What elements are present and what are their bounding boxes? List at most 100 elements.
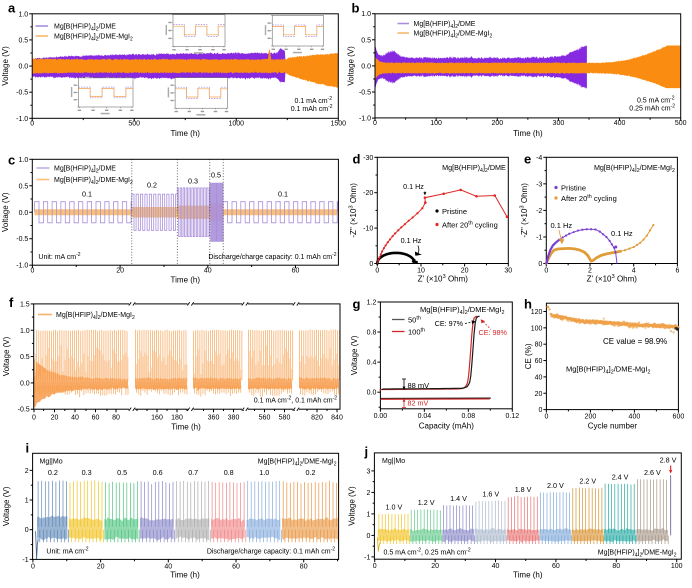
svg-text:Voltage (V): Voltage (V): [1, 192, 10, 232]
svg-text:0: 0: [366, 533, 370, 540]
svg-text:0.04: 0.04: [418, 413, 432, 420]
svg-text:0.1 Hz: 0.1 Hz: [611, 229, 633, 238]
svg-text:0.1 mAh cm-2​: 0.1 mAh cm-2​: [291, 104, 333, 113]
svg-text:60: 60: [232, 563, 240, 570]
svg-text:1.5: 1.5: [20, 301, 30, 308]
svg-text:0.3: 0.3: [188, 177, 198, 186]
svg-text:-20: -20: [363, 190, 373, 197]
svg-text:160: 160: [151, 415, 163, 422]
svg-text:0.8: 0.8: [224, 468, 234, 477]
svg-text:Mg[B(HFIP)4​]2​/DME: Mg[B(HFIP)4​]2​/DME: [414, 21, 476, 30]
svg-text:200: 200: [491, 120, 503, 127]
svg-text:-1: -1: [22, 557, 28, 564]
svg-text:-3: -3: [536, 181, 542, 188]
svg-text:560: 560: [259, 415, 271, 422]
svg-text:Time (h): Time (h): [513, 129, 543, 138]
svg-text:0.5: 0.5: [117, 468, 127, 477]
svg-text:0.2: 0.2: [147, 181, 157, 190]
svg-text:0.7: 0.7: [188, 468, 198, 477]
svg-text:Discharge/charge capacity: 0.1: Discharge/charge capacity: 0.1 mAh cm-2​: [207, 547, 335, 556]
svg-text:20: 20: [97, 563, 105, 570]
svg-text:0: 0: [30, 268, 34, 275]
svg-text:0.1 mA cm-2​, 0.1 mAh cm-2​: 0.1 mA cm-2​, 0.1 mAh cm-2​: [254, 396, 337, 405]
svg-text:1.8 V: 1.8 V: [515, 485, 532, 494]
svg-text:-0.5: -0.5: [16, 236, 28, 243]
svg-text:Unit: mA cm-2​: Unit: mA cm-2​: [46, 547, 88, 556]
svg-text:40: 40: [71, 415, 79, 422]
svg-text:840: 840: [331, 415, 343, 422]
svg-text:-0.5: -0.5: [18, 407, 30, 414]
svg-text:120: 120: [531, 309, 543, 316]
svg-text:-2: -2: [536, 208, 542, 215]
svg-text:Time (h): Time (h): [171, 423, 201, 432]
svg-text:0: 0: [544, 267, 548, 274]
svg-text:-1.0: -1.0: [16, 116, 28, 123]
svg-text:50th​: 50th​: [408, 315, 421, 324]
svg-text:Time (h): Time (h): [171, 276, 201, 285]
svg-text:0.6: 0.6: [153, 468, 163, 477]
svg-text:Voltage (V): Voltage (V): [348, 486, 357, 526]
svg-text:1.2 V: 1.2 V: [418, 498, 435, 507]
svg-text:2: 2: [588, 267, 592, 274]
svg-text:0: 0: [373, 120, 377, 127]
svg-text:-1: -1: [364, 554, 370, 561]
svg-text:a: a: [8, 1, 16, 16]
svg-text:2.8 V: 2.8 V: [660, 456, 677, 465]
svg-text:-1.0: -1.0: [16, 263, 28, 270]
svg-text:Mg[B(HFIP)4​]2​/DME-MgI2​: Mg[B(HFIP)4​]2​/DME-MgI2​: [414, 31, 493, 40]
svg-text:1.0: 1.0: [19, 157, 29, 164]
svg-text:0.2: 0.2: [48, 468, 58, 477]
svg-text:0: 0: [31, 563, 35, 570]
svg-text:Voltage (V): Voltage (V): [350, 335, 359, 375]
svg-text:Mg[B(HFIP)4​]2​/DME-MgI2​: Mg[B(HFIP)4​]2​/DME-MgI2​: [594, 163, 675, 174]
svg-text:0.1 Hz: 0.1 Hz: [403, 182, 424, 191]
svg-text:0.0: 0.0: [19, 210, 29, 217]
svg-text:40: 40: [492, 563, 500, 570]
svg-text:i: i: [26, 441, 30, 456]
svg-text:400: 400: [614, 120, 626, 127]
svg-text:0.1: 0.1: [278, 190, 288, 199]
svg-text:6: 6: [675, 267, 679, 274]
svg-text:c: c: [8, 153, 15, 168]
svg-text:40: 40: [204, 268, 212, 275]
svg-text:Mg[B(HFIP)4​]2​/DME-MgI2​: Mg[B(HFIP)4​]2​/DME-MgI2​: [54, 34, 133, 43]
svg-text:1: 1: [366, 511, 370, 518]
svg-text:Mg[B(HFIP)4​]2​/DME-MgI2​: Mg[B(HFIP)4​]2​/DME-MgI2​: [54, 177, 133, 186]
svg-text:0.5: 0.5: [211, 171, 221, 180]
svg-text:0.0: 0.0: [361, 63, 371, 70]
svg-text:0.1 Hz: 0.1 Hz: [551, 221, 573, 230]
svg-text:Mg[B(HFIP)4​]2​/DME-MgI2​: Mg[B(HFIP)4​]2​/DME-MgI2​: [258, 459, 337, 468]
svg-text:0.08: 0.08: [461, 413, 475, 420]
svg-text:Mg[B(HFIP)4​]2​/DME-MgI2​: Mg[B(HFIP)4​]2​/DME-MgI2​: [566, 365, 650, 376]
svg-text:80: 80: [612, 563, 620, 570]
svg-text:Voltage (V): Voltage (V): [2, 486, 11, 526]
svg-text:-1: -1: [536, 234, 542, 241]
svg-text:88 mV: 88 mV: [408, 381, 430, 390]
svg-text:CE (%): CE (%): [524, 343, 533, 369]
svg-text:400: 400: [629, 414, 641, 421]
svg-text:40: 40: [535, 374, 543, 381]
svg-text:Z' (×103​ Ohm): Z' (×103​ Ohm): [418, 274, 469, 283]
svg-text:80: 80: [300, 563, 308, 570]
svg-text:g: g: [353, 297, 361, 312]
svg-text:1: 1: [25, 498, 29, 505]
svg-text:Pristine: Pristine: [561, 184, 586, 193]
svg-text:3: 3: [366, 468, 370, 475]
svg-text:80: 80: [535, 342, 543, 349]
svg-text:0: 0: [369, 261, 373, 268]
svg-text:360: 360: [208, 415, 220, 422]
svg-text:0.0: 0.0: [20, 380, 30, 387]
svg-text:580: 580: [279, 415, 291, 422]
svg-text:0.0: 0.0: [367, 390, 377, 397]
svg-text:1500: 1500: [331, 120, 347, 127]
svg-text:20: 20: [431, 563, 439, 570]
svg-text:0.3: 0.3: [82, 468, 92, 477]
svg-text:0.5 mA cm-2​: 0.5 mA cm-2​: [637, 96, 675, 105]
svg-text:h: h: [524, 297, 532, 312]
svg-text:20: 20: [51, 415, 59, 422]
svg-text:Time (h): Time (h): [513, 571, 543, 580]
svg-text:1000: 1000: [229, 120, 245, 127]
svg-text:1.0: 1.0: [20, 328, 30, 335]
svg-text:After 20th​ cycling: After 20th​ cycling: [561, 194, 617, 203]
svg-text:2: 2: [25, 468, 29, 475]
